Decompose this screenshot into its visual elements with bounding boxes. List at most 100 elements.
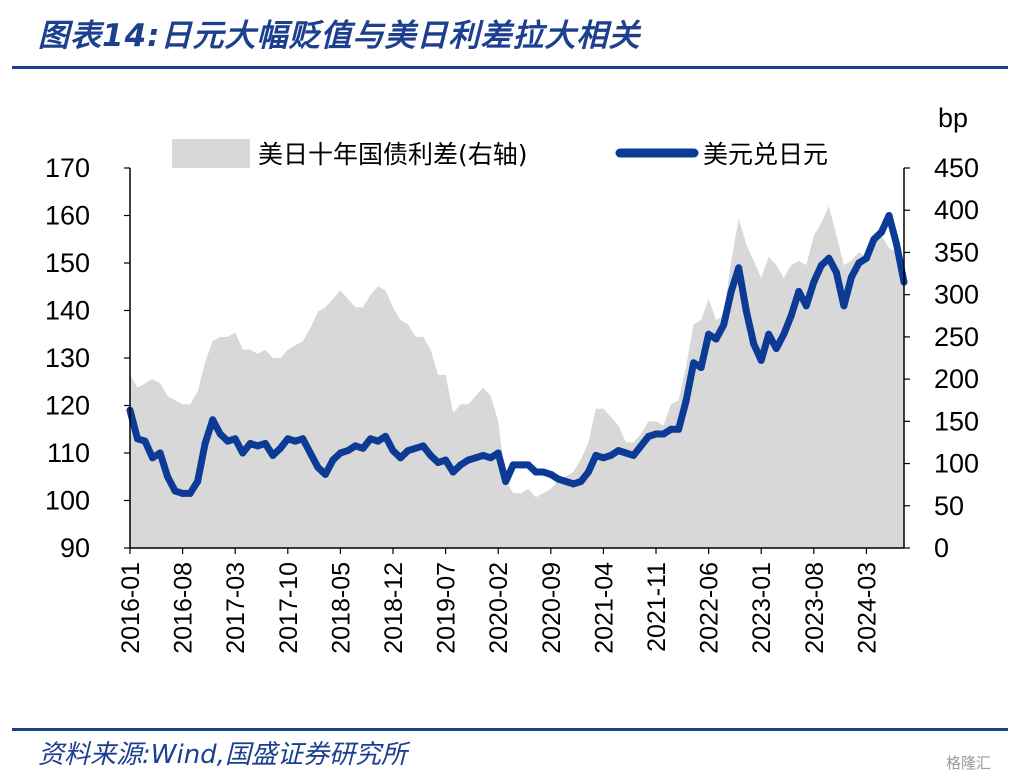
usdjpy-point-2022-03: [682, 397, 690, 405]
usdjpy-point-2021-03: [592, 451, 600, 459]
usdjpy-point-2023-06: [795, 288, 803, 295]
usdjpy-point-2018-11: [382, 432, 389, 440]
usdjpy-point-2024-05: [878, 228, 885, 236]
usdjpy-point-2020-01: [487, 454, 495, 462]
usdjpy-point-2019-08: [449, 468, 457, 476]
usdjpy-point-2022-02: [675, 425, 683, 433]
usdjpy-point-2018-06: [344, 447, 352, 455]
footer-rule: [12, 728, 1008, 731]
left-tick-label: 170: [45, 153, 90, 183]
spread-area-layer: [130, 206, 904, 548]
usdjpy-point-2017-03: [231, 435, 239, 443]
usdjpy-point-2020-06: [524, 461, 532, 469]
legend-label-spread: 美日十年国债利差(右轴): [258, 140, 528, 169]
usdjpy-point-2024-01: [847, 273, 855, 281]
usdjpy-point-2022-01: [667, 425, 675, 433]
usdjpy-point-2018-07: [351, 442, 359, 450]
usdjpy-point-2019-11: [472, 454, 480, 462]
right-tick-label: 400: [934, 195, 979, 225]
usdjpy-point-2022-05: [697, 364, 705, 371]
usdjpy-point-2016-12: [209, 416, 217, 424]
usdjpy-point-2016-04: [149, 454, 156, 462]
usdjpy-point-2021-04: [599, 454, 607, 462]
right-tick-label: 50: [934, 491, 964, 521]
usdjpy-point-2020-08: [539, 468, 547, 476]
usdjpy-point-2016-06: [164, 473, 172, 481]
usdjpy-point-2020-09: [547, 470, 555, 478]
source-note: 资料来源:Wind,国盛证券研究所: [38, 740, 407, 770]
right-tick-label: 150: [934, 406, 979, 436]
axes-layer: 90 100 110 120 130 140 150 160 170 0 50 100 150 200 25…: [45, 153, 979, 654]
usdjpy-point-2018-10: [374, 437, 382, 445]
usdjpy-point-2019-02: [404, 447, 412, 455]
usdjpy-point-2023-11: [832, 269, 840, 276]
usdjpy-point-2016-05: [156, 449, 164, 457]
chart: 90 100 110 120 130 140 150 160 170 0 50 100 150 200 25…: [45, 103, 979, 654]
usdjpy-point-2017-05: [246, 440, 254, 447]
usdjpy-point-2017-06: [254, 442, 262, 450]
usdjpy-point-2023-01: [757, 356, 765, 364]
usdjpy-point-2021-07: [622, 449, 630, 457]
usdjpy-point-2019-05: [427, 451, 435, 459]
right-tick-label: 350: [934, 237, 979, 267]
usdjpy-point-2019-06: [434, 459, 442, 466]
usdjpy-point-2023-10: [825, 254, 833, 262]
x-tick-label: 2020-09: [538, 562, 566, 654]
legend: 美日十年国债利差(右轴) 美元兑日元: [172, 139, 828, 169]
usdjpy-point-2017-10: [284, 435, 292, 443]
usdjpy-point-2019-10: [464, 456, 472, 464]
usdjpy-point-2017-12: [299, 435, 307, 443]
left-tick-label: 140: [45, 296, 90, 326]
usdjpy-point-2023-09: [817, 261, 825, 269]
usdjpy-point-2020-07: [532, 468, 540, 476]
usdjpy-point-2016-07: [171, 487, 179, 495]
x-tick-label: 2019-07: [433, 562, 461, 654]
usdjpy-point-2018-05: [336, 449, 344, 457]
usdjpy-point-2024-04: [870, 235, 878, 243]
usdjpy-point-2023-07: [802, 302, 810, 310]
usdjpy-point-2021-11: [652, 430, 660, 438]
usdjpy-point-2023-08: [810, 278, 818, 286]
usdjpy-point-2019-12: [479, 451, 487, 459]
right-axis-unit: bp: [938, 103, 968, 133]
usdjpy-point-2019-04: [419, 442, 427, 450]
x-tick-label: 2020-02: [485, 562, 513, 654]
usdjpy-point-2016-02: [134, 435, 141, 443]
usdjpy-point-2018-12: [389, 447, 397, 455]
usdjpy-point-2018-02: [314, 463, 322, 471]
chart-title: 图表14:日元大幅贬值与美日利差拉大相关: [38, 18, 641, 54]
legend-swatch-spread: [172, 139, 250, 168]
x-tick-label: 2017-10: [275, 562, 303, 654]
usdjpy-point-2020-04: [509, 461, 517, 469]
usdjpy-point-2022-11: [742, 307, 750, 314]
usdjpy-point-2022-12: [750, 340, 758, 348]
usdjpy-point-2018-09: [367, 435, 374, 443]
usdjpy-point-2020-12: [569, 480, 577, 488]
usdjpy-point-2024-06: [885, 212, 893, 219]
x-tick-label: 2023-08: [801, 562, 829, 654]
usdjpy-point-2016-11: [201, 440, 209, 447]
x-tick-label: 2022-06: [696, 562, 724, 654]
x-tick-label: 2024-03: [853, 562, 881, 654]
usdjpy-point-2018-03: [321, 470, 329, 478]
usdjpy-point-2017-01: [216, 430, 224, 438]
usdjpy-point-2020-05: [517, 461, 525, 469]
watermark: 格隆汇: [946, 754, 992, 772]
usdjpy-point-2022-09: [727, 288, 735, 295]
usdjpy-point-2020-10: [554, 475, 562, 483]
x-tick-label: 2016-01: [117, 562, 145, 654]
spread-area: [130, 206, 904, 548]
usdjpy-point-2021-06: [614, 447, 622, 455]
usdjpy-point-2023-05: [787, 311, 795, 319]
usdjpy-point-2019-09: [457, 461, 465, 469]
usdjpy-point-2017-11: [291, 437, 299, 445]
usdjpy-point-2021-01: [577, 478, 585, 485]
usdjpy-point-2017-08: [269, 451, 277, 459]
usdjpy-point-2020-11: [562, 478, 570, 485]
usdjpy-point-2018-01: [306, 449, 314, 457]
right-tick-label: 250: [934, 322, 979, 352]
right-tick-label: 0: [934, 533, 949, 563]
left-tick-label: 130: [45, 343, 90, 373]
usdjpy-point-2024-03: [862, 254, 870, 262]
usdjpy-point-2023-04: [780, 330, 788, 338]
